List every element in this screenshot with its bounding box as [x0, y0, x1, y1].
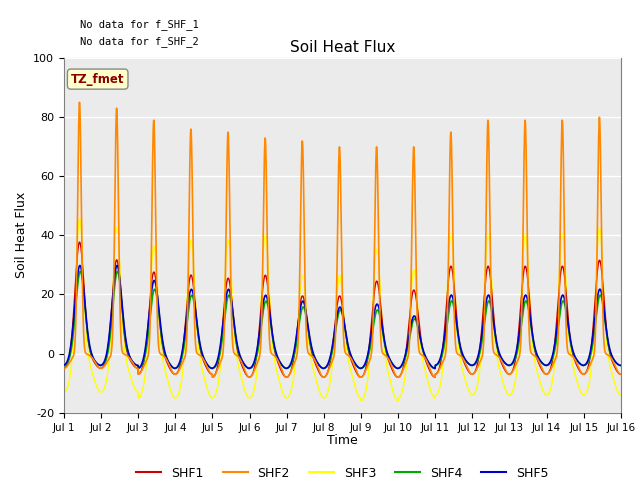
SHF1 — [60, 365, 68, 371]
Line: SHF1: SHF1 — [64, 242, 621, 377]
SHF4 — [568, 347, 576, 352]
SHF5 — [359, 364, 367, 370]
Legend: SHF1, SHF2, SHF3, SHF4, SHF5: SHF1, SHF2, SHF3, SHF4, SHF5 — [131, 462, 554, 480]
SHF2 — [246, 374, 253, 380]
SHF3 — [568, 359, 576, 365]
SHF2 — [216, 361, 223, 367]
SHF2 — [76, 99, 83, 105]
X-axis label: Time: Time — [327, 434, 358, 447]
Line: SHF4: SHF4 — [64, 271, 621, 368]
SHF1 — [320, 374, 328, 380]
SHF1 — [76, 239, 83, 245]
SHF3 — [60, 389, 68, 395]
SHF4 — [431, 365, 439, 371]
SHF1 — [584, 366, 591, 372]
SHF2 — [568, 353, 576, 359]
SHF3 — [371, 262, 379, 268]
SHF4 — [584, 360, 591, 366]
SHF2 — [371, 207, 379, 213]
SHF1 — [617, 372, 625, 377]
SHF3 — [617, 392, 625, 398]
SHF1 — [568, 348, 576, 353]
SHF3 — [76, 216, 84, 222]
SHF5 — [76, 263, 84, 268]
SHF5 — [60, 362, 68, 368]
SHF1 — [505, 372, 513, 377]
SHF4 — [371, 315, 379, 321]
Line: SHF5: SHF5 — [64, 265, 621, 368]
SHF1 — [216, 352, 223, 358]
Line: SHF3: SHF3 — [64, 219, 621, 401]
Text: TZ_fmet: TZ_fmet — [71, 72, 124, 85]
SHF4 — [76, 268, 84, 274]
SHF5 — [505, 362, 513, 368]
SHF3 — [359, 397, 367, 403]
SHF5 — [371, 307, 379, 313]
SHF4 — [617, 362, 625, 368]
SHF5 — [584, 359, 591, 364]
SHF3 — [505, 392, 513, 398]
SHF3 — [216, 371, 223, 377]
SHF5 — [617, 362, 625, 368]
SHF2 — [617, 372, 625, 377]
SHF5 — [568, 345, 576, 350]
Line: SHF2: SHF2 — [64, 102, 621, 377]
SHF1 — [359, 373, 367, 379]
SHF2 — [60, 365, 68, 371]
Text: No data for f_SHF_2: No data for f_SHF_2 — [80, 36, 199, 47]
SHF3 — [394, 398, 402, 404]
SHF2 — [359, 373, 367, 379]
Y-axis label: Soil Heat Flux: Soil Heat Flux — [15, 192, 28, 278]
SHF3 — [584, 387, 591, 393]
SHF4 — [359, 365, 367, 371]
SHF2 — [505, 371, 513, 377]
SHF4 — [505, 362, 513, 368]
SHF2 — [584, 368, 591, 373]
SHF5 — [431, 365, 439, 371]
Title: Soil Heat Flux: Soil Heat Flux — [290, 40, 395, 55]
SHF5 — [216, 348, 223, 353]
SHF4 — [216, 353, 223, 359]
SHF1 — [371, 284, 379, 289]
SHF4 — [60, 362, 68, 368]
Text: No data for f_SHF_1: No data for f_SHF_1 — [80, 19, 199, 30]
